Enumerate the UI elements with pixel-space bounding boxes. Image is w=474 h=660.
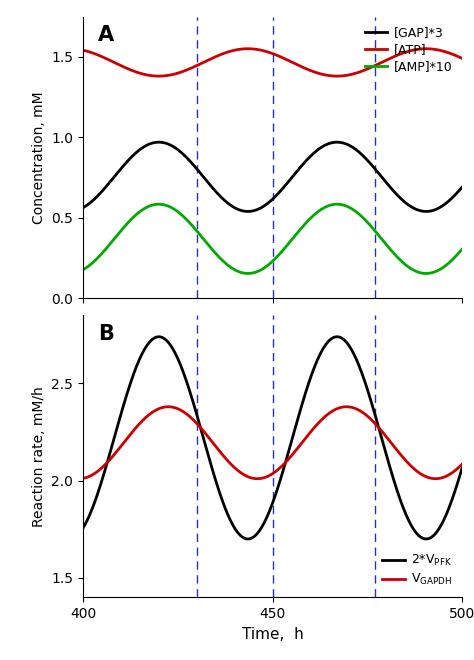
X-axis label: Time,  h: Time, h [242, 626, 303, 642]
Legend: [GAP]*3, [ATP], [AMP]*10: [GAP]*3, [ATP], [AMP]*10 [361, 22, 456, 77]
Y-axis label: Concentration, mM: Concentration, mM [32, 91, 46, 224]
Legend: 2*V$_\mathregular{PFK}$, V$_\mathregular{GAPDH}$: 2*V$_\mathregular{PFK}$, V$_\mathregular… [379, 550, 456, 591]
Text: A: A [98, 25, 114, 45]
Y-axis label: Reaction rate, mM/h: Reaction rate, mM/h [32, 386, 46, 527]
Text: B: B [98, 324, 114, 344]
